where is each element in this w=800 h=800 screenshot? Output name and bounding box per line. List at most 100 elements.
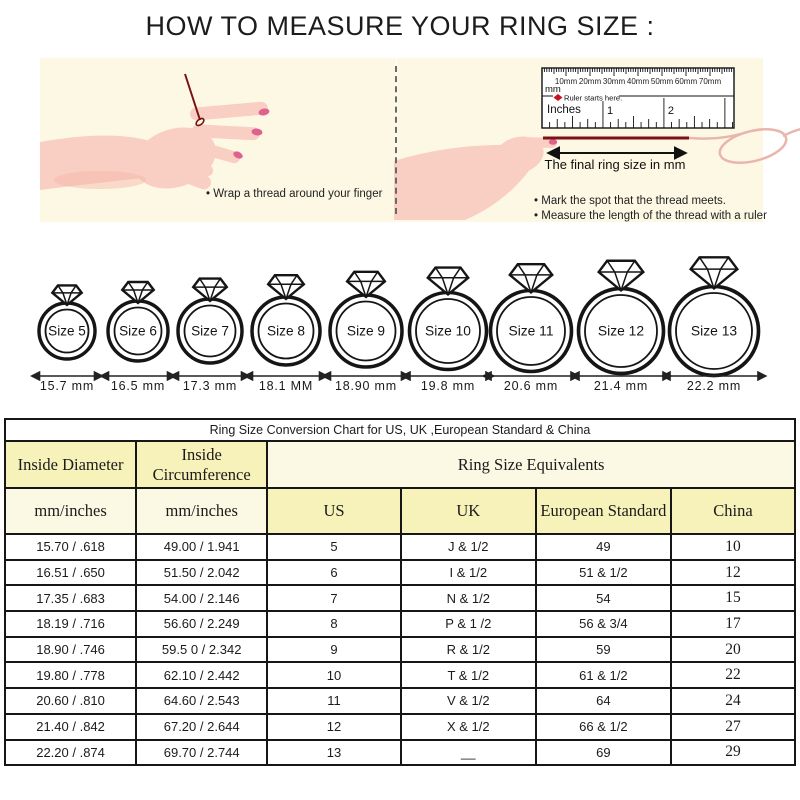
- table-cell: 22: [669, 661, 797, 690]
- table-cell: 19.80 / .778: [3, 661, 138, 690]
- right-instruction-panel: 10mm 20mm 30mm 40mm 50mm 60mm 70mm mm Ruler st…: [394, 58, 800, 222]
- table-cell: 27: [669, 712, 797, 741]
- table-row: 16.51 / .650 51.50 / 2.042 6 I & 1/2 51 & 1/…: [3, 558, 797, 587]
- fingernails: [233, 108, 270, 159]
- table-cell: 54.00 / 2.146: [135, 584, 269, 613]
- ruler-mm-labels: 10mm 20mm 30mm 40mm 50mm 60mm 70mm: [555, 77, 722, 86]
- ring-size-label: Size 8: [267, 324, 305, 339]
- thread-line: [184, 73, 205, 127]
- diamond-icon: [120, 280, 156, 305]
- table-cell: 51 & 1/2: [534, 558, 672, 587]
- inches-label: Inches: [547, 104, 581, 116]
- table-cell: 56 & 3/4: [534, 610, 672, 638]
- ring-size-label: Size 13: [691, 323, 738, 339]
- right-instruction-list: Mark the spot that the thread meets. Mea…: [534, 194, 767, 224]
- final-ring-size-label: The final ring size in mm: [544, 157, 686, 172]
- ruler-mm-label: 30mm: [603, 77, 626, 86]
- diameter-label: 20.6 mm: [504, 379, 558, 393]
- diameter-label: 15.7 mm: [40, 379, 94, 393]
- table-cell: 51.50 / 2.042: [135, 558, 269, 587]
- subheader-mm-inches-circumference: mm/inches: [135, 487, 269, 535]
- pointing-hand: [394, 136, 557, 220]
- mm-unit-label: mm: [545, 84, 561, 95]
- table-cell: P & 1 /2: [399, 610, 537, 638]
- ruler-start-marker: [553, 94, 563, 101]
- ring-size-label: Size 6: [119, 324, 157, 339]
- table-cell: 29: [669, 738, 797, 767]
- table-row: 20.60 / .810 64.60 / 2.543 11 V & 1/2 64 24: [3, 687, 797, 715]
- table-cell: 7: [266, 584, 402, 613]
- header-inside-circumference: Inside Circumference: [135, 440, 269, 489]
- table-cell: V & 1/2: [399, 687, 537, 715]
- ring-diagram: Size 11 20.6 mm: [481, 262, 581, 393]
- ruler-mm-label: 70mm: [699, 77, 722, 86]
- table-cell: 8: [266, 610, 402, 638]
- right-instruction-text-1: Mark the spot that the thread meets.: [534, 194, 767, 209]
- table-cell: 17: [669, 610, 797, 638]
- table-cell: 67.20 / 2.644: [135, 712, 269, 741]
- ruler-mm-label: 50mm: [651, 77, 674, 86]
- table-cell: 22.20 / .874: [3, 738, 138, 767]
- diameter-label: 22.2 mm: [687, 379, 741, 393]
- ruler-inch-number: 2: [668, 105, 674, 117]
- table-cell: 17.35 / .683: [3, 584, 138, 613]
- subheader-us: US: [266, 487, 402, 535]
- table-cell: 6: [266, 558, 402, 587]
- table-cell: 18.90 / .746: [3, 635, 138, 664]
- table-cell: 24: [669, 687, 797, 715]
- subheader-uk: UK: [399, 487, 537, 535]
- left-instruction-text: Wrap a thread around your finger: [206, 188, 382, 200]
- table-row: 15.70 / .618 49.00 / 1.941 5 J & 1/2 49 10: [3, 533, 797, 561]
- table-cell: 16.51 / .650: [3, 558, 138, 587]
- table-cell: X & 1/2: [399, 712, 537, 741]
- right-instruction-text-2: Measure the length of the thread with a …: [534, 209, 767, 224]
- page-title: HOW TO MEASURE YOUR RING SIZE :: [145, 11, 655, 41]
- table-cell: 5: [266, 533, 402, 561]
- table-cell: 49: [534, 533, 672, 561]
- wrist-shadow: [54, 171, 146, 189]
- header-ring-size-equivalents: Ring Size Equivalents: [266, 440, 796, 489]
- ruler-mm-label: 60mm: [675, 77, 698, 86]
- diamond-icon: [597, 259, 645, 293]
- ring-size-label: Size 7: [191, 324, 229, 339]
- ring-size-label: Size 9: [347, 324, 385, 339]
- table-row: 17.35 / .683 54.00 / 2.146 7 N & 1/2 54 15: [3, 584, 797, 613]
- ruler: 10mm 20mm 30mm 40mm 50mm 60mm 70mm mm Ruler st…: [541, 67, 735, 129]
- diamond-icon: [191, 277, 229, 303]
- table-row: 18.90 / .746 59.5 0 / 2.342 9 R & 1/2 59 20: [3, 635, 797, 664]
- table-caption: Ring Size Conversion Chart for US, UK ,E…: [4, 418, 796, 442]
- diameter-label: 17.3 mm: [183, 379, 237, 393]
- table-cell: 62.10 / 2.442: [135, 661, 269, 690]
- table-cell: 13: [266, 738, 402, 767]
- fingernail: [548, 139, 558, 145]
- panel-divider: [395, 66, 397, 214]
- table-cell: 66 & 1/2: [534, 712, 672, 741]
- table-cell: 10: [266, 661, 402, 690]
- ruler-inch-number: 1: [607, 105, 613, 117]
- ring-diagram: Size 10 19.8 mm: [400, 266, 496, 393]
- table-cell: T & 1/2: [399, 661, 537, 690]
- table-row: 18.19 / .716 56.60 / 2.249 8 P & 1 /2 56 & 3…: [3, 610, 797, 638]
- table-cell: __: [399, 738, 537, 767]
- diameter-label: 21.4 mm: [594, 379, 648, 393]
- subheader-european-standard: European Standard: [534, 487, 672, 535]
- table-cell: 20.60 / .810: [3, 687, 138, 715]
- ruler-mm-label: 20mm: [579, 77, 602, 86]
- table-cell: 69.70 / 2.744: [135, 738, 269, 767]
- table-cell: 11: [266, 687, 402, 715]
- ring-diagram: Size 9 18.90 mm: [320, 270, 412, 393]
- ring-diagram: Size 13 22.2 mm: [660, 256, 768, 393]
- ruler-mm-label: 10mm: [555, 77, 578, 86]
- diameter-label: 19.8 mm: [421, 379, 475, 393]
- diameter-label: 18.90 mm: [335, 379, 397, 393]
- ring-size-label: Size 10: [425, 324, 471, 339]
- table-cell: 49.00 / 1.941: [135, 533, 269, 561]
- table-cell: 59: [534, 635, 672, 664]
- diamond-icon: [508, 262, 554, 295]
- ring-diagram: Size 6 16.5 mm: [98, 280, 178, 393]
- ring-diagram: Size 5 15.7 mm: [29, 284, 105, 393]
- table-cell: 21.40 / .842: [3, 712, 138, 741]
- table-cell: 18.19 / .716: [3, 610, 138, 638]
